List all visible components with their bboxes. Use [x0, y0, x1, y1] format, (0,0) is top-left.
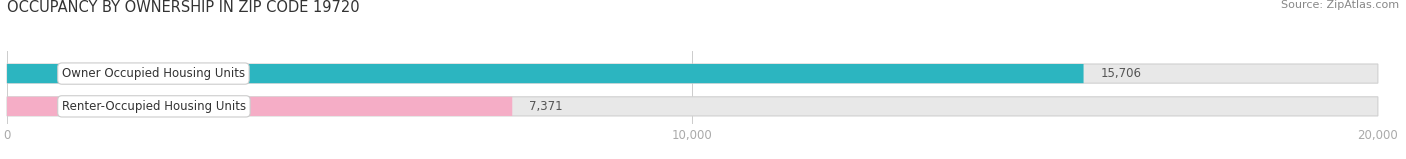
- FancyBboxPatch shape: [7, 97, 1378, 116]
- FancyBboxPatch shape: [7, 97, 512, 116]
- Text: Source: ZipAtlas.com: Source: ZipAtlas.com: [1281, 0, 1399, 10]
- FancyBboxPatch shape: [7, 64, 1084, 83]
- FancyBboxPatch shape: [7, 64, 1378, 83]
- Text: 7,371: 7,371: [530, 100, 562, 113]
- Text: OCCUPANCY BY OWNERSHIP IN ZIP CODE 19720: OCCUPANCY BY OWNERSHIP IN ZIP CODE 19720: [7, 0, 360, 15]
- Text: 15,706: 15,706: [1101, 67, 1142, 80]
- Text: Renter-Occupied Housing Units: Renter-Occupied Housing Units: [62, 100, 246, 113]
- Text: Owner Occupied Housing Units: Owner Occupied Housing Units: [62, 67, 245, 80]
